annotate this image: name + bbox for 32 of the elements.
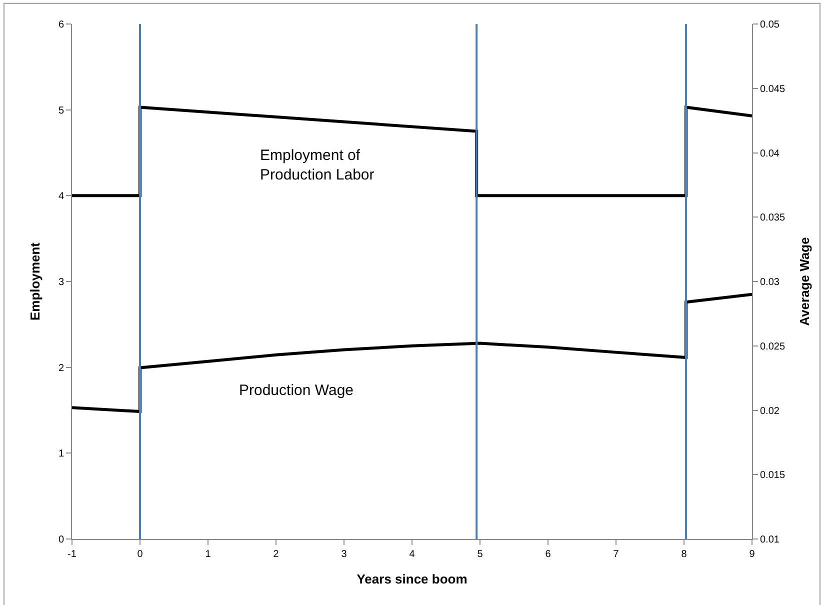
x-tick-label: 3 (341, 549, 348, 560)
x-tick-label: 4 (409, 549, 416, 560)
x-tick-label: 2 (273, 549, 280, 560)
series-label: Employment of Production Labor (260, 147, 374, 184)
y-tick-label: 2 (58, 362, 64, 374)
x-tick-label: 7 (613, 549, 620, 560)
x-tick-label: 1 (205, 549, 212, 560)
y2-axis-title: Average Wage (797, 237, 812, 326)
x-tick-label: 0 (137, 549, 144, 560)
y-tick-label: 4 (58, 191, 64, 202)
y-axis-title: Employment (27, 242, 42, 321)
x-tick-label: 6 (545, 549, 552, 560)
x-tick-label: 9 (749, 549, 756, 560)
series-label: Production Wage (239, 382, 354, 399)
y-tick-label: 6 (58, 20, 64, 30)
y2-tick-label: 0.04 (760, 148, 780, 160)
y2-tick-label: 0.02 (760, 406, 780, 417)
x-tick-label: 5 (477, 549, 484, 560)
y2-tick-label: 0.03 (760, 277, 780, 288)
x-tick-label: 8 (681, 549, 688, 560)
y-tick-label: 3 (58, 277, 64, 288)
y-tick-label: 5 (58, 105, 64, 116)
y2-tick-label: 0.035 (760, 212, 786, 224)
y-tick-label: 0 (58, 534, 64, 546)
y2-tick-label: 0.045 (760, 84, 786, 95)
y2-tick-label: 0.015 (760, 470, 786, 482)
y2-tick-label: 0.025 (760, 341, 786, 352)
y2-tick-label: 0.05 (760, 20, 780, 30)
x-tick-label: -1 (68, 549, 77, 560)
y2-tick-label: 0.01 (760, 534, 780, 546)
x-axis-title: Years since boom (356, 572, 468, 587)
y-tick-label: 1 (58, 448, 64, 460)
